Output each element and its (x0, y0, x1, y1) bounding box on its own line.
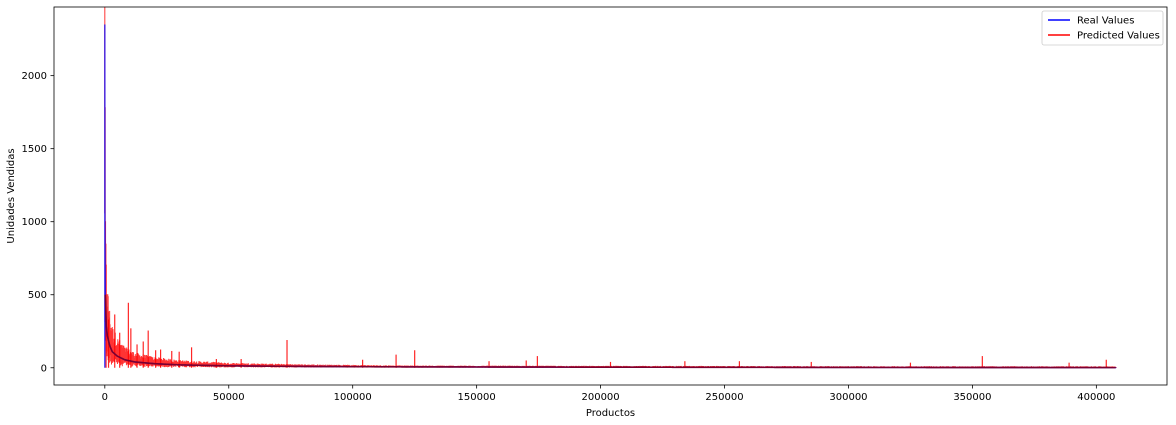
legend-label-real: Real Values (1077, 16, 1134, 27)
plot-frame (53, 6, 1168, 386)
x-tick-label: 150000 (458, 392, 496, 403)
x-tick-label: 0 (102, 392, 108, 403)
x-tick-label: 50000 (213, 392, 245, 403)
series-real-values (104, 24, 1117, 369)
series-predicted-values (104, 7, 1117, 368)
series-overlap-curve (104, 294, 1116, 369)
x-tick-label: 400000 (1077, 392, 1115, 403)
legend-label-predicted: Predicted Values (1077, 31, 1160, 42)
y-tick-label: 1000 (22, 217, 47, 228)
x-ticks: 0 50000 100000 150000 200000 250000 300000 3500… (102, 385, 1115, 403)
y-tick-label: 1500 (22, 144, 47, 155)
y-tick-label: 2000 (22, 71, 47, 82)
legend: Real Values Predicted Values (1041, 10, 1164, 46)
y-tick-label: 500 (28, 290, 47, 301)
y-tick-label: 0 (41, 363, 47, 374)
x-tick-label: 300000 (829, 392, 867, 403)
x-tick-label: 250000 (705, 392, 743, 403)
legend-box (1041, 10, 1164, 46)
x-tick-label: 100000 (334, 392, 372, 403)
x-tick-label: 200000 (581, 392, 619, 403)
y-axis-label: Unidades Vendidas (6, 148, 17, 243)
x-tick-label: 350000 (953, 392, 991, 403)
y-ticks: 0 500 1000 1500 2000 (22, 71, 54, 374)
series-layer (104, 7, 1117, 369)
x-axis-label: Productos (586, 408, 635, 419)
